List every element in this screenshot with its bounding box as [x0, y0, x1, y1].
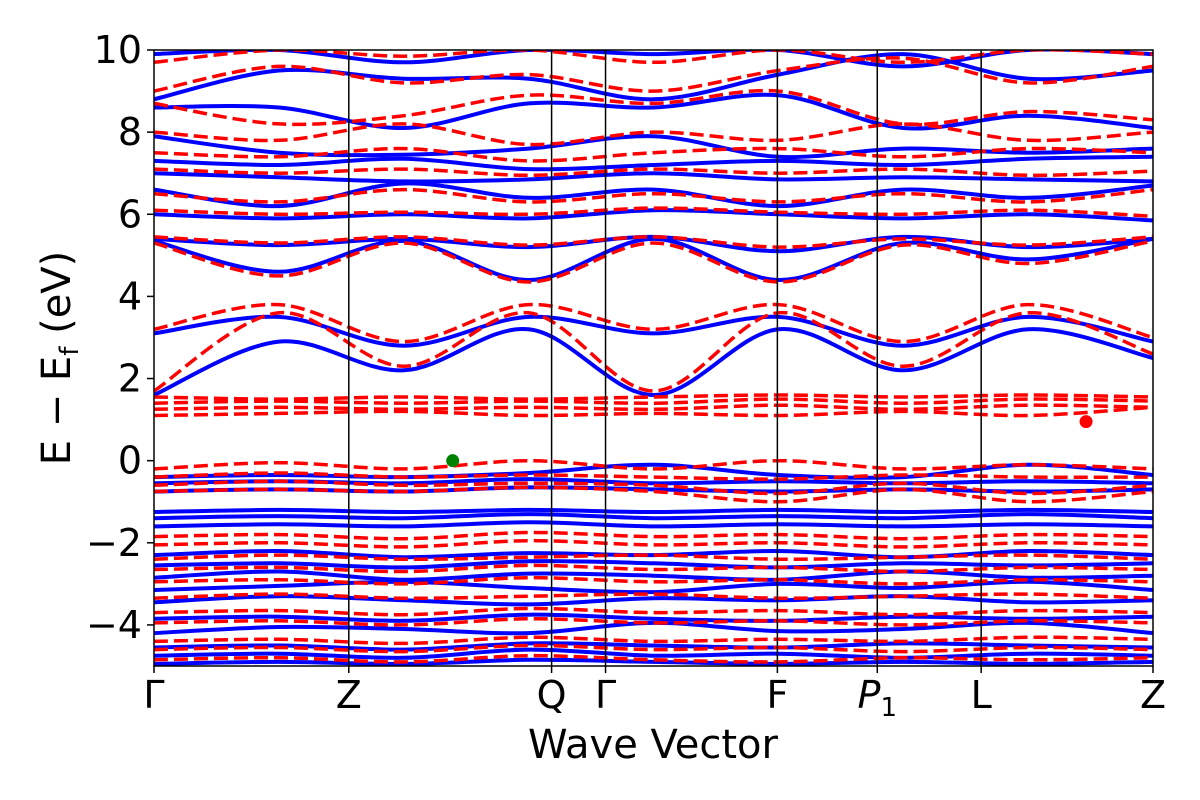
y-tick-label-6: 8 — [118, 110, 142, 154]
x-tick-label-main-7: Z — [1140, 673, 1166, 717]
x-tick-label-main-5: P — [858, 673, 881, 717]
dashed-band-15 — [154, 405, 1153, 418]
dashed-band-9 — [154, 538, 1153, 549]
x-axis-title: Wave Vector — [528, 722, 779, 768]
solid-band-22 — [154, 171, 1153, 184]
solid-band-21 — [154, 181, 1153, 209]
dashed-band-5 — [154, 592, 1153, 601]
solid-band-8 — [154, 559, 1153, 570]
dashed-band-29 — [154, 56, 1153, 93]
solid-band-11 — [154, 512, 1153, 521]
solid-bands-group — [154, 50, 1153, 666]
dashed-band-7 — [154, 563, 1153, 574]
dashed-band-4 — [154, 606, 1153, 617]
solid-band-12 — [154, 507, 1153, 514]
y-tick-label-7: 10 — [94, 28, 142, 72]
solid-band-3 — [154, 620, 1153, 636]
x-tick-label-1: Z — [336, 673, 362, 717]
dashed-band-17 — [154, 397, 1153, 405]
x-tick-label-3: Γ — [595, 673, 616, 717]
dashed-band-26 — [154, 146, 1153, 163]
dashed-band-22 — [154, 235, 1153, 249]
y-tick-label-2: 0 — [118, 439, 142, 483]
dashed-band-18 — [154, 393, 1153, 401]
y-axis-ticks: −4 −2 0 2 4 6 8 10 — [86, 28, 154, 647]
marker-point-1 — [1079, 415, 1093, 429]
dashed-band-30 — [154, 50, 1153, 65]
y-tick-label-3: 2 — [118, 357, 142, 401]
x-tick-label-main-2: Q — [537, 673, 567, 717]
y-tick-label-5: 6 — [118, 192, 142, 236]
y-axis-title-subscript: f — [55, 346, 85, 356]
solid-band-27 — [154, 50, 1153, 69]
dashed-band-1 — [154, 643, 1153, 654]
solid-band-2 — [154, 641, 1153, 652]
solid-band-9 — [154, 548, 1153, 560]
x-tick-label-7: Z — [1140, 673, 1166, 717]
dashed-band-10 — [154, 530, 1153, 541]
x-tick-label-5: P1 — [858, 673, 897, 723]
dashed-band-6 — [154, 575, 1153, 586]
x-tick-label-sub-5: 1 — [880, 693, 897, 723]
x-tick-label-2: Q — [537, 673, 567, 717]
solid-band-1 — [154, 647, 1153, 660]
dashed-band-21 — [154, 239, 1153, 284]
x-axis-ticks: Γ Z Q Γ F P1 L Z — [143, 666, 1166, 723]
x-tick-label-main-6: L — [971, 673, 992, 717]
x-tick-label-main-0: Γ — [143, 673, 164, 717]
y-axis-title: E − Ef (eV) — [34, 251, 85, 466]
solid-band-23 — [154, 154, 1153, 172]
dashed-band-24 — [154, 187, 1153, 204]
x-tick-label-0: Γ — [143, 673, 164, 717]
dashed-band-12 — [154, 479, 1153, 496]
dashed-band-20 — [154, 302, 1153, 344]
y-tick-label-1: −2 — [86, 521, 142, 565]
x-tick-label-main-4: F — [766, 673, 788, 717]
dashed-band-14 — [154, 458, 1153, 471]
x-tick-label-6: L — [971, 673, 992, 717]
solid-band-10 — [154, 520, 1153, 529]
dashed-band-28 — [154, 88, 1153, 127]
kpoint-divider-group — [348, 50, 982, 666]
dashed-band-11 — [154, 485, 1153, 504]
dashed-band-2 — [154, 635, 1153, 646]
solid-band-16 — [154, 327, 1153, 397]
dashed-bands-group — [154, 50, 1153, 664]
plot-frame — [153, 49, 1154, 667]
y-axis-title-main: E − E — [34, 356, 80, 466]
y-axis-title-unit: (eV) — [34, 251, 80, 347]
dashed-band-0 — [154, 653, 1153, 664]
dashed-band-25 — [154, 167, 1153, 178]
dashed-band-16 — [154, 403, 1153, 412]
marker-group — [446, 415, 1093, 468]
solid-band-6 — [154, 579, 1153, 595]
y-tick-label-4: 4 — [118, 274, 142, 318]
dashed-band-23 — [154, 206, 1153, 219]
solid-band-20 — [154, 208, 1153, 223]
solid-band-25 — [154, 92, 1153, 131]
x-tick-label-main-1: Z — [336, 673, 362, 717]
dashed-band-27 — [154, 122, 1153, 147]
solid-band-0 — [154, 657, 1153, 666]
solid-band-4 — [154, 612, 1153, 623]
dashed-band-3 — [154, 617, 1153, 627]
x-tick-label-main-3: Γ — [595, 673, 616, 717]
dashed-band-13 — [154, 471, 1153, 481]
dashed-band-8 — [154, 553, 1153, 562]
x-tick-label-4: F — [766, 673, 788, 717]
marker-point-0 — [446, 454, 460, 468]
y-tick-label-0: −4 — [86, 603, 142, 647]
solid-band-7 — [154, 569, 1153, 582]
